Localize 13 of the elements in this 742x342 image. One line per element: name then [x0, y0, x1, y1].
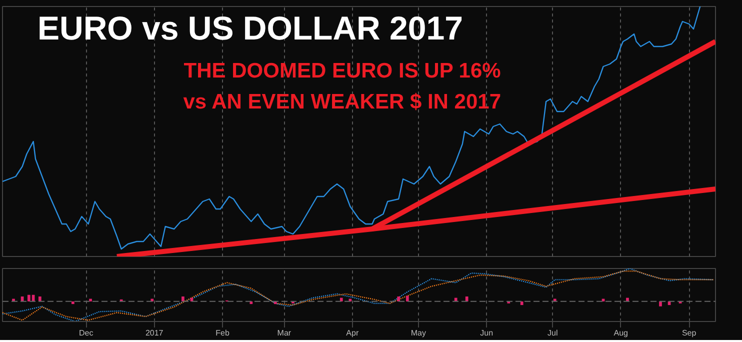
x-tick-label: 2017 — [145, 328, 164, 338]
x-tick-label: Dec — [79, 328, 94, 338]
x-tick-label: Jul — [548, 328, 558, 338]
chart-title: EURO vs US DOLLAR 2017 — [38, 10, 463, 46]
x-tick-label: Mar — [277, 328, 292, 338]
x-tick-label: Feb — [216, 328, 230, 338]
annotation: THE DOOMED EURO IS UP 16% — [184, 60, 502, 82]
x-tick-label: Sep — [682, 328, 697, 338]
x-tick-label: Apr — [346, 328, 359, 338]
x-tick-label: May — [410, 328, 426, 338]
x-tick-label: Aug — [614, 328, 628, 338]
x-tick-label: Jun — [480, 328, 494, 338]
annotation: vs AN EVEN WEAKER $ IN 2017 — [183, 90, 502, 114]
